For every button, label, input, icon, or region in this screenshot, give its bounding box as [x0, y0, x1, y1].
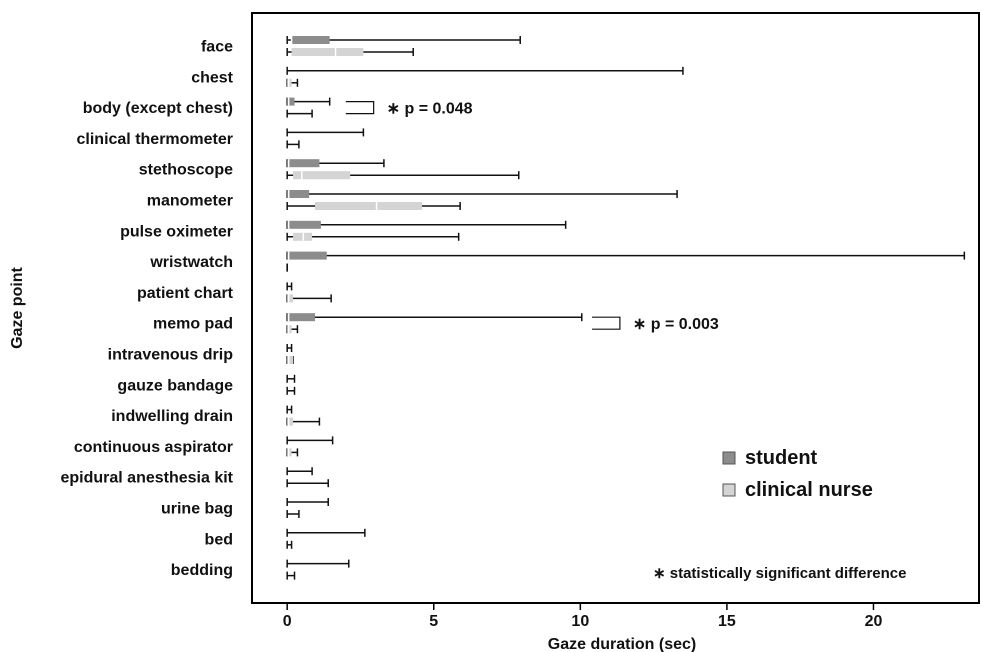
y-axis-title: Gaze point	[9, 266, 26, 348]
box-student-patient-chart	[286, 282, 293, 291]
box-student-urine-bag	[286, 498, 329, 506]
box-student-continuous-aspirator	[286, 436, 334, 445]
category-label-continuous-aspirator: continuous aspirator	[74, 439, 233, 456]
category-label-chest: chest	[191, 69, 233, 86]
iqr-box-student-manometer	[287, 190, 310, 198]
category-label-intravenous-drip: intravenous drip	[108, 347, 234, 364]
legend-swatch-clinical-nurse	[722, 483, 736, 497]
box-clinical-nurse-bedding	[286, 571, 296, 580]
box-clinical-nurse-intravenous-drip	[286, 356, 294, 364]
box-clinical-nurse-gauze-bandage	[286, 386, 296, 395]
box-clinical-nurse-continuous-aspirator	[286, 448, 299, 457]
legend: student clinical nurse	[722, 447, 873, 501]
x-tick-label-20: 20	[865, 613, 883, 630]
iqr-box-student-wristwatch	[287, 251, 327, 260]
box-student-gauze-bandage	[286, 374, 296, 383]
iqr-box-student-stethoscope	[287, 159, 320, 168]
x-tick-label-0: 0	[283, 613, 292, 630]
iqr-box-clinical-nurse-manometer	[315, 202, 423, 210]
category-label-face: face	[201, 39, 233, 56]
legend-swatch-student	[722, 451, 736, 465]
box-series	[286, 36, 966, 580]
p-value-label-1: ∗ p = 0.048	[387, 101, 473, 118]
plot-frame	[251, 12, 980, 604]
x-tick-label-15: 15	[718, 613, 736, 630]
box-clinical-nurse-face	[286, 48, 414, 56]
box-clinical-nurse-patient-chart	[286, 294, 332, 303]
box-clinical-nurse-memo-pad	[286, 325, 299, 334]
box-student-memo-pad	[286, 313, 583, 322]
category-label-manometer: manometer	[147, 193, 233, 210]
category-label-body-except-chest: body (except chest)	[83, 100, 233, 117]
legend-label-clinical-nurse: clinical nurse	[745, 479, 873, 501]
category-label-indwelling-drain: indwelling drain	[111, 408, 233, 425]
footnote: ∗ statistically significant difference	[653, 565, 906, 582]
category-label-stethoscope: stethoscope	[139, 162, 233, 179]
box-student-body-except-chest	[286, 97, 331, 106]
category-label-bedding: bedding	[171, 562, 233, 579]
iqr-box-clinical-nurse-stethoscope	[293, 171, 351, 180]
category-labels: face chest body (except chest) clinical the…	[60, 39, 233, 580]
box-clinical-nurse-chest	[286, 78, 299, 87]
box-clinical-nurse-pulse-oximeter	[286, 232, 460, 241]
box-clinical-nurse-manometer	[286, 202, 461, 210]
category-label-memo-pad: memo pad	[153, 316, 233, 333]
box-student-clinical-thermometer	[286, 128, 365, 137]
box-student-pulse-oximeter	[286, 220, 567, 229]
category-label-urine-bag: urine bag	[161, 501, 233, 518]
box-student-face	[286, 36, 521, 44]
box-student-indwelling-drain	[286, 405, 293, 414]
x-axis-ticks: 0 5 10 15 20	[283, 603, 883, 630]
iqr-box-clinical-nurse-indwelling-drain	[287, 417, 294, 426]
significance-annotations: ∗ p = 0.048 ∗ p = 0.003	[345, 101, 719, 333]
box-clinical-nurse-epidural-anesthesia-kit	[286, 479, 329, 488]
category-label-patient-chart: patient chart	[137, 285, 234, 302]
box-clinical-nurse-urine-bag	[286, 510, 300, 518]
box-student-bedding	[286, 559, 350, 568]
iqr-box-student-face	[291, 36, 330, 44]
p-value-label-2: ∗ p = 0.003	[633, 316, 719, 333]
iqr-box-student-memo-pad	[287, 313, 316, 322]
x-tick-label-5: 5	[429, 613, 438, 630]
category-label-bed: bed	[205, 531, 233, 548]
category-label-gauze-bandage: gauze bandage	[117, 377, 233, 394]
box-clinical-nurse-bed	[286, 540, 293, 549]
iqr-box-student-pulse-oximeter	[287, 220, 321, 229]
box-student-chest	[286, 66, 684, 75]
box-student-epidural-anesthesia-kit	[286, 467, 313, 476]
box-student-stethoscope	[286, 159, 385, 168]
box-student-bed	[286, 528, 366, 537]
x-axis-title: Gaze duration (sec)	[548, 636, 696, 652]
box-clinical-nurse-body-except-chest	[286, 109, 313, 118]
category-label-wristwatch: wristwatch	[149, 254, 233, 271]
box-clinical-nurse-clinical-thermometer	[286, 140, 300, 149]
category-label-epidural-anesthesia-kit: epidural anesthesia kit	[60, 470, 233, 487]
iqr-box-clinical-nurse-patient-chart	[287, 294, 294, 303]
box-clinical-nurse-indwelling-drain	[286, 417, 321, 426]
iqr-box-clinical-nurse-intravenous-drip	[287, 356, 294, 364]
box-student-intravenous-drip	[286, 344, 293, 352]
box-clinical-nurse-stethoscope	[286, 171, 520, 180]
x-tick-label-10: 10	[571, 613, 589, 630]
iqr-box-clinical-nurse-face	[291, 48, 364, 56]
significance-bracket-1	[345, 101, 375, 115]
box-student-wristwatch	[286, 251, 966, 260]
category-label-clinical-thermometer: clinical thermometer	[77, 131, 234, 148]
box-student-manometer	[286, 190, 678, 198]
iqr-box-student-body-except-chest	[287, 97, 295, 106]
significance-bracket-2	[592, 316, 621, 330]
category-label-pulse-oximeter: pulse oximeter	[120, 223, 233, 240]
legend-label-student: student	[745, 447, 818, 469]
